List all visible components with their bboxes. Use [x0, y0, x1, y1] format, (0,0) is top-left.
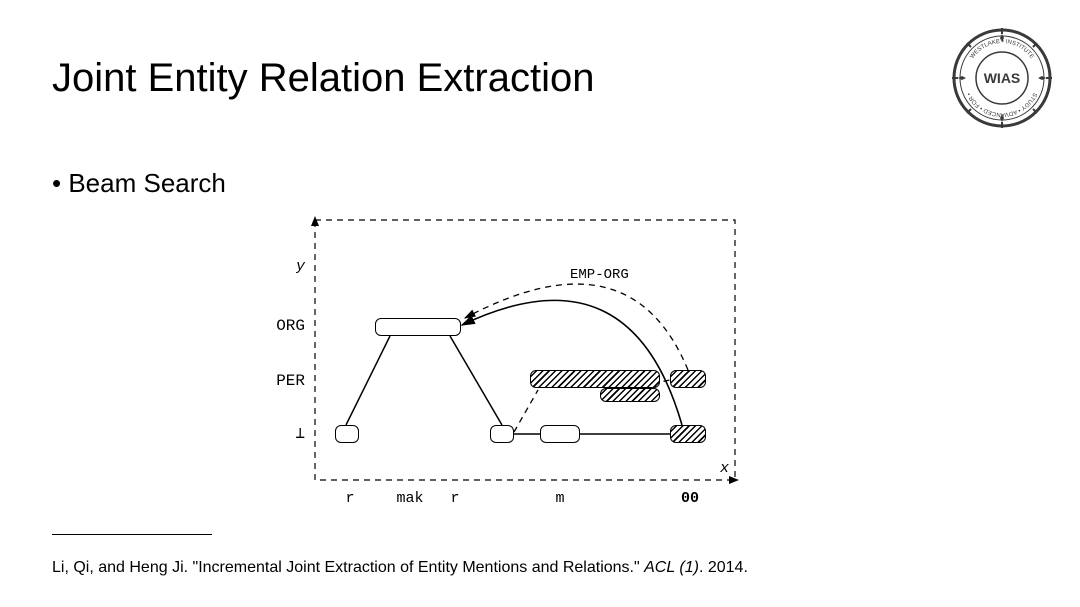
- svg-text:y: y: [295, 258, 306, 275]
- bullet-beam-search: Beam Search: [52, 168, 226, 199]
- svg-text:r: r: [450, 490, 459, 507]
- svg-text:m: m: [555, 490, 564, 507]
- citation-authors: Li, Qi, and Heng Ji.: [52, 559, 188, 576]
- beam-search-diagram: y x ORG PER ⊥ r mak r m 00 EMP-ORG: [270, 210, 760, 510]
- footnote-rule: [52, 534, 212, 535]
- citation-year: . 2014.: [699, 559, 748, 576]
- citation: Li, Qi, and Heng Ji. "Incremental Joint …: [52, 559, 748, 577]
- hatched-per-small: [600, 388, 660, 402]
- svg-text:WIAS: WIAS: [984, 70, 1021, 86]
- svg-text:r: r: [345, 490, 354, 507]
- svg-text:ORG: ORG: [276, 317, 305, 335]
- hatched-right-per: [670, 370, 706, 388]
- svg-text:⊥: ⊥: [295, 425, 305, 443]
- node-bottom-1: [335, 425, 359, 443]
- svg-text:mak: mak: [396, 490, 423, 507]
- svg-text:x: x: [719, 460, 729, 477]
- citation-title: "Incremental Joint Extraction of Entity …: [193, 559, 640, 576]
- page-title: Joint Entity Relation Extraction: [52, 56, 594, 101]
- hatched-right-bottom: [670, 425, 706, 443]
- hatched-per-long: [530, 370, 660, 388]
- svg-text:PER: PER: [276, 372, 305, 390]
- svg-text:EMP-ORG: EMP-ORG: [570, 267, 629, 283]
- svg-text:00: 00: [681, 490, 699, 507]
- node-bottom-2: [490, 425, 514, 443]
- node-org-span: [375, 318, 461, 336]
- citation-venue: ACL (1): [644, 559, 699, 576]
- wias-logo: WESTLAKE • INSTITUTE STUDY • ADVANCED • …: [952, 28, 1052, 128]
- node-bottom-3: [540, 425, 580, 443]
